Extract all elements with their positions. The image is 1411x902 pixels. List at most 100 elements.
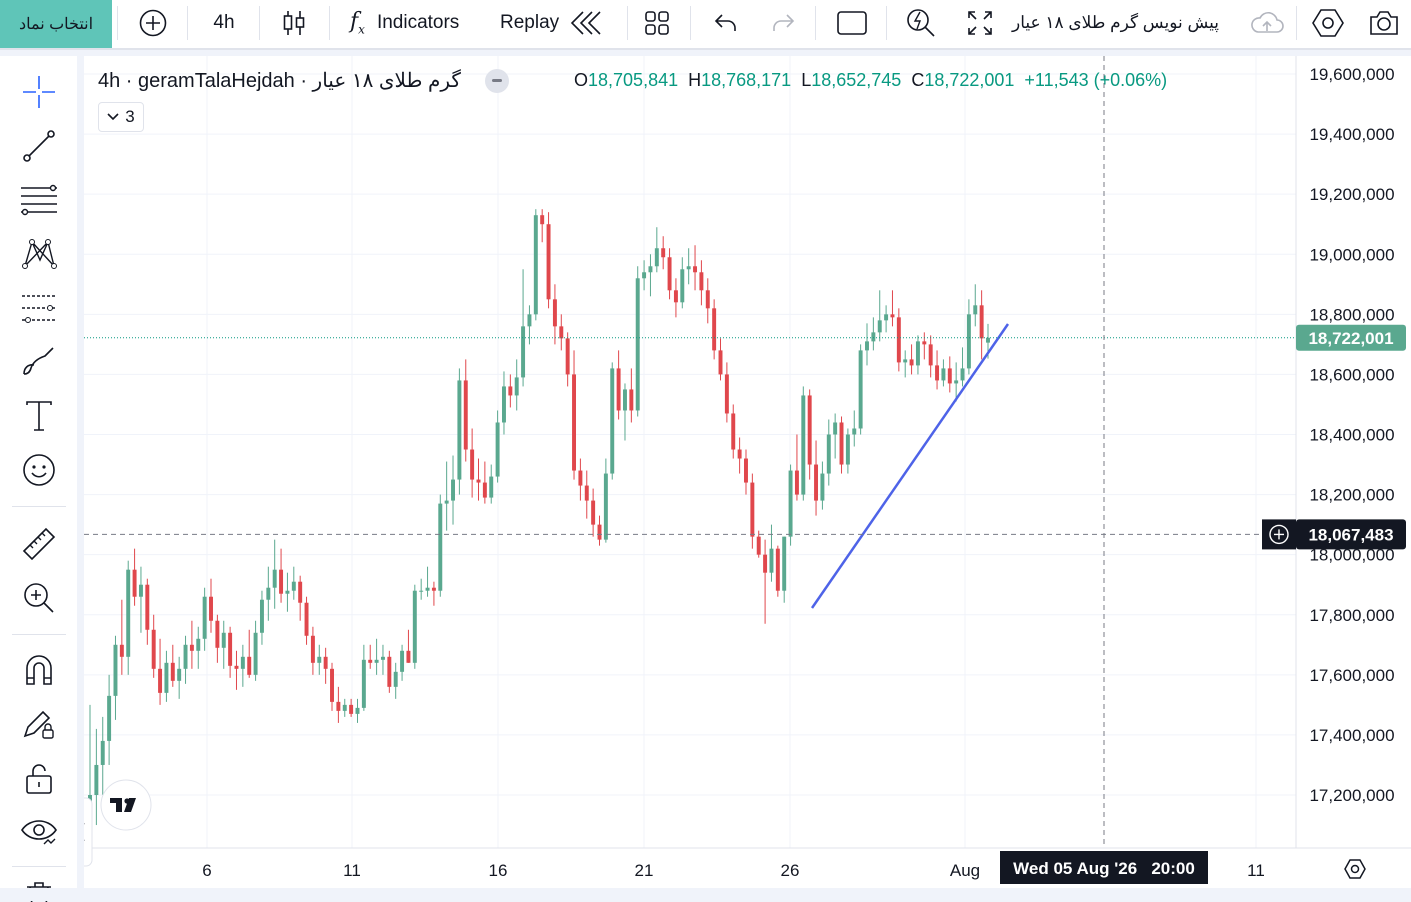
brush-tool[interactable] xyxy=(15,342,63,382)
redo-button[interactable] xyxy=(763,0,803,46)
candle xyxy=(705,278,710,324)
fullscreen-button[interactable] xyxy=(960,0,1000,46)
candle xyxy=(266,566,271,621)
time-tick-label: 26 xyxy=(781,861,800,880)
stay-drawing-tool[interactable] xyxy=(15,704,63,744)
trendline-tool[interactable] xyxy=(15,126,63,166)
candle xyxy=(782,536,787,603)
candle xyxy=(578,458,583,501)
camera-icon xyxy=(1370,11,1398,35)
interval-button[interactable]: 4h xyxy=(213,12,235,33)
candle xyxy=(170,644,175,687)
candle xyxy=(387,650,392,693)
lock-drawings-tool[interactable] xyxy=(15,758,63,798)
change-value: +11,543 (+0.06%) xyxy=(1024,70,1168,90)
screenshot-button[interactable] xyxy=(1364,0,1404,46)
indicators-toggle[interactable]: 3 xyxy=(98,102,144,132)
candle xyxy=(807,389,812,480)
candle xyxy=(724,362,729,423)
candle xyxy=(228,626,233,678)
undo-icon xyxy=(714,14,736,31)
candle xyxy=(310,626,315,675)
price-chart[interactable]: 19,600,000 19,400,000 19,200,000 19,000,000… xyxy=(84,56,1411,888)
ohlc-values: O18,705,841 H18,768,171 L18,652,745 C18,… xyxy=(574,70,1167,91)
measure-tool[interactable] xyxy=(15,524,63,564)
add-alert-icon[interactable] xyxy=(1269,524,1289,545)
candle xyxy=(814,440,819,516)
fib-lines-icon xyxy=(21,184,57,216)
price-tick-label: 17,800,000 xyxy=(1309,606,1394,625)
magnet-tool[interactable] xyxy=(15,650,63,690)
candle xyxy=(323,647,328,684)
candle xyxy=(342,698,347,717)
candle xyxy=(94,728,99,826)
price-tick-label: 18,600,000 xyxy=(1309,365,1394,384)
ruler-icon xyxy=(22,527,56,561)
compare-button[interactable] xyxy=(133,0,173,46)
legend-collapse-button[interactable] xyxy=(484,68,509,93)
tradingview-logo[interactable] xyxy=(100,779,152,831)
indicators-button[interactable]: fx Indicators xyxy=(350,0,482,46)
candles-layer xyxy=(88,209,990,826)
quick-search-button[interactable] xyxy=(901,0,941,46)
symbol-title[interactable]: گرم طلای ۱۸ عیار · 4h · geramTalaHejdah xyxy=(98,70,461,92)
cloud-save-button[interactable] xyxy=(1247,0,1287,46)
user-trendline[interactable] xyxy=(810,323,1010,609)
candle xyxy=(451,455,455,525)
drawing-toolbar xyxy=(0,56,77,902)
symbol-search-button[interactable]: انتخاب نماد xyxy=(0,0,112,48)
chart-pane[interactable]: 19,600,000 19,400,000 19,200,000 19,000,000… xyxy=(84,56,1411,888)
redo-icon xyxy=(773,14,795,31)
candle xyxy=(527,305,532,345)
candle xyxy=(463,359,468,462)
time-axis-settings-button[interactable] xyxy=(1344,859,1366,879)
settings-button[interactable] xyxy=(1308,0,1348,46)
candle xyxy=(903,350,908,378)
candle xyxy=(521,269,526,387)
undo-button[interactable] xyxy=(706,0,746,46)
candle xyxy=(826,419,831,486)
prediction-tool[interactable] xyxy=(15,288,63,328)
candle xyxy=(400,644,405,681)
candle xyxy=(285,572,290,612)
candle xyxy=(648,254,653,297)
layout-grid-icon xyxy=(645,11,669,35)
candle xyxy=(973,284,978,327)
price-tick-label: 18,800,000 xyxy=(1309,305,1394,324)
pattern-tool[interactable] xyxy=(15,234,63,274)
emoji-tool[interactable] xyxy=(15,450,63,490)
crosshair-tool[interactable] xyxy=(15,72,63,112)
chart-type-button[interactable] xyxy=(274,0,314,46)
drawing-rect-button[interactable] xyxy=(832,0,872,46)
candle xyxy=(279,548,284,603)
fib-tool[interactable] xyxy=(15,180,63,220)
candle xyxy=(330,662,334,711)
prediction-icon xyxy=(22,295,56,323)
brush-icon xyxy=(23,347,54,375)
price-tick-label: 19,200,000 xyxy=(1309,185,1394,204)
candle xyxy=(355,698,360,723)
text-tool[interactable] xyxy=(15,396,63,436)
time-tick-label: 11 xyxy=(1247,861,1265,880)
layout-name[interactable]: پیش نویس گرم طلای ۱۸ عیار xyxy=(1012,13,1219,32)
replay-label: Replay xyxy=(500,12,560,33)
hide-drawings-tool[interactable] xyxy=(15,812,63,852)
candle xyxy=(374,638,379,675)
layout-button[interactable] xyxy=(637,0,677,46)
collapse-toolbar-button[interactable] xyxy=(84,797,93,867)
candle xyxy=(769,524,774,582)
candle xyxy=(820,461,825,510)
replay-button[interactable]: Replay xyxy=(500,0,618,46)
candle xyxy=(240,644,245,687)
candle xyxy=(196,626,201,669)
zoom-in-tool[interactable] xyxy=(15,578,63,618)
candle xyxy=(654,227,659,273)
candle xyxy=(673,278,678,318)
settings-hex-icon xyxy=(1312,9,1344,37)
price-axis[interactable]: 19,600,000 19,400,000 19,200,000 19,000,000… xyxy=(1309,65,1394,805)
candle xyxy=(896,308,901,372)
time-axis[interactable]: 6 11 16 21 26 Aug 11 xyxy=(202,861,1265,880)
candle xyxy=(852,410,857,447)
candle xyxy=(470,428,475,498)
plus-circle-icon xyxy=(139,9,167,37)
